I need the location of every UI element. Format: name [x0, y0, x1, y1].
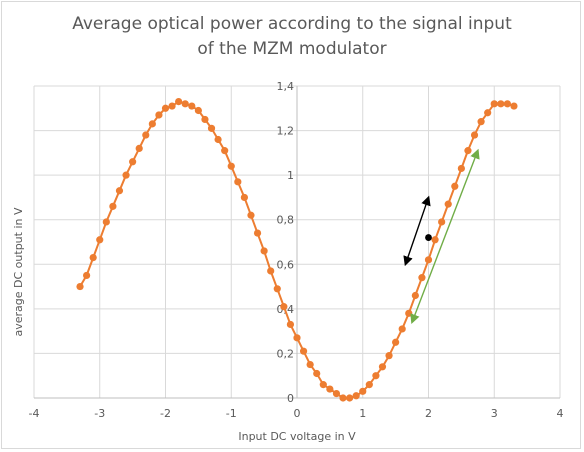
- x-tick-label: 1: [359, 407, 366, 420]
- data-point: [155, 111, 163, 119]
- data-point: [378, 363, 387, 371]
- data-point: [385, 352, 393, 360]
- data-point: [194, 106, 202, 115]
- x-tick-label: -4: [29, 407, 40, 420]
- data-point: [418, 274, 426, 282]
- y-tick-label: 1,4: [277, 80, 295, 93]
- data-point: [148, 120, 156, 128]
- data-point: [89, 254, 97, 262]
- data-point: [411, 291, 419, 300]
- y-tick-label: 0,8: [277, 214, 295, 227]
- x-tick-label: 2: [425, 407, 432, 420]
- data-point: [234, 178, 242, 186]
- data-point: [214, 135, 222, 144]
- black-double-arrow: [403, 195, 431, 267]
- data-point: [346, 394, 354, 402]
- chart-title-line-2: of the MZM modulator: [197, 39, 387, 59]
- x-tick-label: 4: [557, 407, 564, 420]
- data-point: [424, 256, 433, 264]
- x-tick-label: 3: [491, 407, 498, 420]
- data-point: [405, 309, 413, 317]
- data-point: [313, 369, 321, 378]
- data-point: [510, 102, 518, 110]
- data-point: [129, 158, 137, 166]
- data-point: [490, 100, 498, 108]
- data-point: [451, 182, 459, 190]
- data-point: [352, 392, 360, 400]
- data-point: [365, 381, 373, 389]
- y-tick-label: 0,6: [277, 258, 295, 271]
- data-point: [438, 218, 446, 226]
- data-point: [188, 102, 196, 110]
- data-point: [339, 394, 347, 402]
- data-point: [306, 360, 314, 369]
- y-tick-label: 1: [287, 169, 294, 182]
- data-point: [398, 325, 406, 333]
- x-axis-label: Input DC voltage in V: [238, 430, 356, 443]
- data-point: [457, 164, 465, 173]
- data-point: [227, 162, 235, 170]
- data-point: [122, 171, 130, 179]
- data-point: [293, 334, 301, 342]
- data-point: [372, 372, 380, 380]
- y-axis-label: average DC output in V: [12, 207, 25, 336]
- data-point: [319, 381, 327, 389]
- highlight-point: [425, 234, 432, 241]
- annotations: [403, 148, 480, 325]
- data-point: [267, 267, 275, 275]
- data-point: [326, 385, 334, 393]
- y-tick-label: 1,2: [277, 125, 295, 138]
- data-point: [253, 229, 262, 237]
- axes: [34, 86, 560, 399]
- data-point: [477, 118, 485, 126]
- chart-title-line-1: Average optical power according to the s…: [72, 14, 512, 34]
- data-point: [201, 115, 209, 124]
- x-tick-label: -1: [226, 407, 237, 420]
- data-point: [273, 285, 281, 293]
- y-tick-label: 0,2: [277, 347, 295, 360]
- data-point: [135, 144, 143, 152]
- data-point: [497, 100, 505, 108]
- data-point: [115, 187, 124, 195]
- chart-title: Average optical power according to the s…: [0, 12, 584, 62]
- data-point: [109, 202, 117, 210]
- data-point: [181, 100, 189, 108]
- data-point: [260, 247, 268, 255]
- data-point: [470, 131, 479, 139]
- data-point: [161, 104, 170, 112]
- x-tick-label: 0: [294, 407, 301, 420]
- data-point: [221, 147, 229, 155]
- data-point: [444, 200, 452, 208]
- data-point: [299, 347, 308, 355]
- data-point: [207, 124, 216, 132]
- data-point: [240, 193, 248, 202]
- y-tick-label: 0: [287, 392, 294, 405]
- data-point: [83, 271, 91, 280]
- data-point: [168, 102, 176, 110]
- data-point: [96, 236, 104, 244]
- data-point: [392, 338, 400, 346]
- data-point: [359, 387, 367, 395]
- data-point: [280, 303, 288, 311]
- data-point: [332, 389, 341, 398]
- x-tick-label: -3: [94, 407, 105, 420]
- data-point: [286, 320, 295, 329]
- data-point: [102, 218, 110, 226]
- x-tick-label: -2: [160, 407, 171, 420]
- data-point: [175, 98, 183, 106]
- data-point: [464, 147, 472, 155]
- data-point: [484, 109, 492, 117]
- data-point: [142, 131, 150, 139]
- data-point: [503, 100, 511, 108]
- green-double-arrow: [410, 148, 480, 325]
- data-point: [431, 236, 439, 244]
- data-point: [76, 282, 84, 291]
- data-point: [247, 211, 255, 219]
